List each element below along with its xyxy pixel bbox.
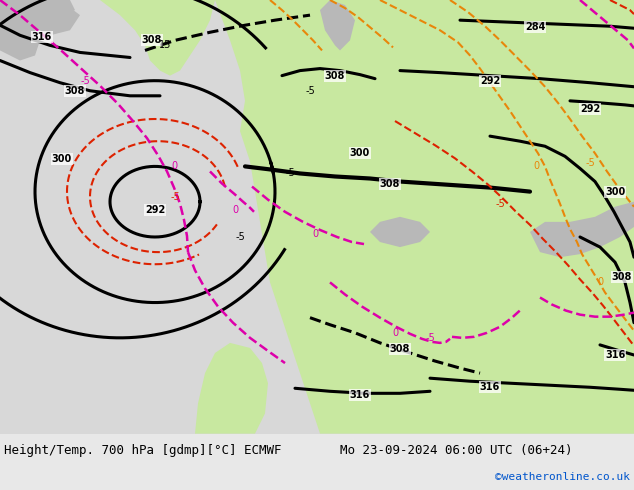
- Polygon shape: [370, 217, 430, 247]
- Text: 0: 0: [533, 161, 539, 172]
- Text: 308: 308: [612, 272, 632, 282]
- Text: 300: 300: [605, 187, 625, 196]
- Polygon shape: [0, 0, 40, 60]
- Text: 300: 300: [52, 154, 72, 164]
- Polygon shape: [50, 0, 75, 15]
- Text: 0: 0: [392, 328, 398, 338]
- Text: 0: 0: [312, 229, 318, 239]
- Text: 292: 292: [480, 75, 500, 86]
- Text: -5: -5: [80, 75, 90, 86]
- Text: 0: 0: [232, 205, 238, 215]
- Text: 15: 15: [158, 40, 171, 50]
- Text: 0: 0: [171, 161, 177, 172]
- Text: -5: -5: [170, 192, 180, 202]
- Text: 308: 308: [142, 35, 162, 46]
- Text: 0: 0: [597, 277, 603, 287]
- Text: -5: -5: [235, 232, 245, 242]
- Text: 284: 284: [525, 22, 545, 32]
- Text: 316: 316: [605, 350, 625, 360]
- Text: 308: 308: [325, 71, 345, 81]
- Text: 292: 292: [145, 205, 165, 215]
- Polygon shape: [215, 0, 634, 434]
- Polygon shape: [530, 202, 634, 257]
- Text: ©weatheronline.co.uk: ©weatheronline.co.uk: [495, 472, 630, 482]
- Text: Mo 23-09-2024 06:00 UTC (06+24): Mo 23-09-2024 06:00 UTC (06+24): [340, 444, 573, 457]
- Text: 316: 316: [350, 391, 370, 400]
- Polygon shape: [320, 0, 355, 50]
- Polygon shape: [195, 343, 268, 434]
- Text: -5: -5: [285, 169, 295, 178]
- Text: -5: -5: [305, 86, 315, 96]
- Polygon shape: [250, 111, 270, 151]
- Text: Height/Temp. 700 hPa [gdmp][°C] ECMWF: Height/Temp. 700 hPa [gdmp][°C] ECMWF: [4, 444, 281, 457]
- Text: 300: 300: [350, 148, 370, 158]
- Text: -5: -5: [495, 199, 505, 209]
- Polygon shape: [0, 0, 80, 35]
- Polygon shape: [100, 0, 215, 75]
- Text: 308: 308: [390, 344, 410, 354]
- Text: 316: 316: [32, 32, 52, 42]
- Text: 308: 308: [380, 178, 400, 189]
- Text: 316: 316: [480, 382, 500, 392]
- Text: -5: -5: [425, 333, 435, 343]
- Text: 292: 292: [580, 104, 600, 114]
- Text: -5: -5: [585, 158, 595, 169]
- Text: 308: 308: [65, 86, 85, 96]
